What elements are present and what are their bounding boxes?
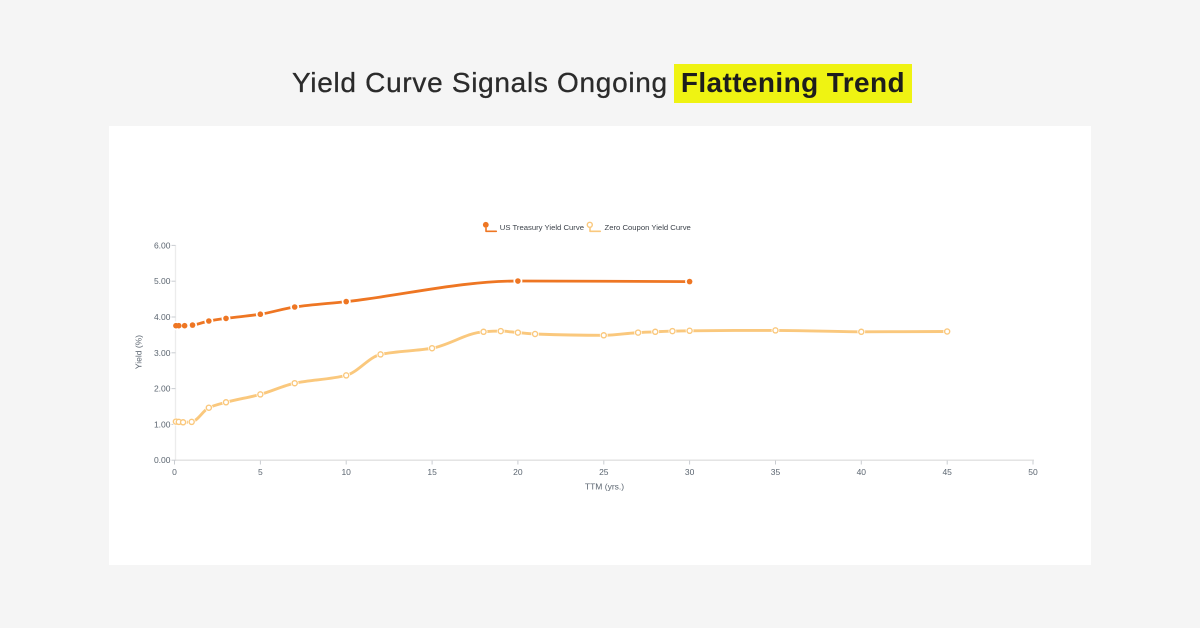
svg-text:50: 50 [1028,467,1038,477]
svg-text:Yield (%): Yield (%) [134,335,144,369]
svg-text:6.00: 6.00 [154,240,171,250]
svg-text:TTM (yrs.): TTM (yrs.) [585,482,624,492]
svg-text:5.00: 5.00 [154,276,171,286]
svg-text:2.00: 2.00 [154,384,171,394]
svg-text:35: 35 [771,467,781,477]
svg-text:0: 0 [172,467,177,477]
svg-text:30: 30 [685,467,695,477]
svg-text:3.00: 3.00 [154,348,171,358]
svg-text:10: 10 [341,467,351,477]
svg-text:1.00: 1.00 [154,419,171,429]
svg-text:4.00: 4.00 [154,312,171,322]
svg-text:15: 15 [427,467,437,477]
svg-text:25: 25 [599,467,609,477]
svg-text:20: 20 [513,467,523,477]
svg-text:0.00: 0.00 [154,455,171,465]
svg-text:45: 45 [942,467,952,477]
svg-text:5: 5 [258,467,263,477]
svg-text:40: 40 [857,467,867,477]
svg-text:Zero Coupon Yield Curve: Zero Coupon Yield Curve [605,223,691,232]
svg-text:US Treasury Yield Curve: US Treasury Yield Curve [500,223,584,232]
